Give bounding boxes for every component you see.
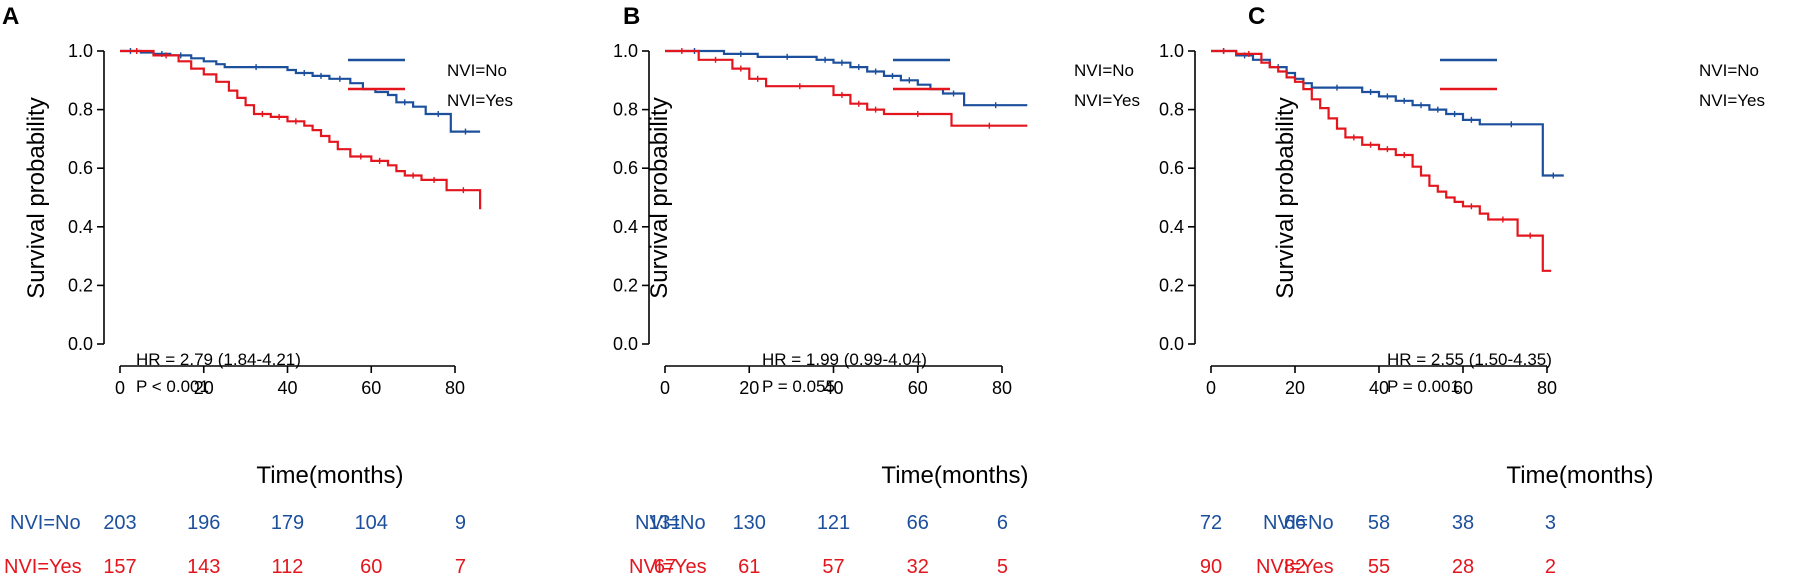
y-tick-label: 1.0: [613, 41, 638, 61]
risk-value-yes: 143: [187, 556, 220, 578]
risk-label-no: NVI=No: [1263, 512, 1334, 534]
risk-value-yes: 90: [1200, 556, 1222, 578]
legend-label-no: NVI=No: [1699, 61, 1759, 80]
x-tick-label: 20: [1285, 378, 1305, 398]
risk-label-yes: NVI=Yes: [4, 556, 82, 578]
y-tick-label: 0.6: [613, 158, 638, 178]
x-tick-label: 80: [1537, 378, 1557, 398]
km-curve-nvi-no: [1211, 49, 1564, 177]
risk-value-yes: 2: [1545, 556, 1556, 578]
x-axis-title: Time(months): [1506, 462, 1653, 489]
panel-letter-c: C: [1248, 3, 1265, 30]
risk-value-no: 3: [1545, 512, 1556, 534]
risk-value-no: 104: [355, 512, 388, 534]
risk-label-no: NVI=No: [10, 512, 81, 534]
p-value-annotation: P = 0.001: [1387, 377, 1460, 396]
risk-value-no: 66: [907, 512, 929, 534]
p-value-annotation: P < 0.001: [136, 377, 209, 396]
y-tick-label: 0.2: [1159, 275, 1184, 295]
y-axis-title: Survival probability: [23, 97, 50, 298]
y-tick-label: 0.8: [1159, 100, 1184, 120]
x-tick-label: 60: [361, 378, 381, 398]
x-tick-label: 60: [908, 378, 928, 398]
x-tick-label: 40: [277, 378, 297, 398]
risk-value-no: 72: [1200, 512, 1222, 534]
panel-letter-a: A: [2, 3, 19, 30]
x-tick-label: 80: [445, 378, 465, 398]
y-tick-label: 0.0: [68, 334, 93, 354]
y-tick-label: 0.8: [613, 100, 638, 120]
risk-value-no: 130: [733, 512, 766, 534]
y-tick-label: 0.8: [68, 100, 93, 120]
risk-value-yes: 55: [1368, 556, 1390, 578]
x-axis-title: Time(months): [881, 462, 1028, 489]
panel-a: A Survival probability Time(months) HR =…: [2, 3, 513, 578]
y-tick-label: 0.6: [68, 158, 93, 178]
x-tick-label: 40: [823, 378, 843, 398]
legend-label-yes: NVI=Yes: [1074, 91, 1140, 110]
y-tick-label: 0.0: [1159, 334, 1184, 354]
y-tick-label: 1.0: [68, 41, 93, 61]
y-tick-label: 0.6: [1159, 158, 1184, 178]
risk-value-yes: 157: [103, 556, 136, 578]
km-curve-nvi-no: [120, 49, 481, 133]
hr-annotation: HR = 2.79 (1.84-4.21): [136, 350, 301, 369]
y-tick-label: 1.0: [1159, 41, 1184, 61]
panel-b: B Survival probability Time(months) HR =…: [613, 3, 1140, 578]
x-tick-label: 40: [1369, 378, 1389, 398]
y-tick-label: 0.0: [613, 334, 638, 354]
risk-value-no: 6: [997, 512, 1008, 534]
risk-value-no: 131: [648, 512, 681, 534]
km-curve-nvi-yes: [665, 49, 1028, 127]
p-value-annotation: P = 0.055: [762, 377, 835, 396]
legend-label-yes: NVI=Yes: [1699, 91, 1765, 110]
risk-value-no: 9: [455, 512, 466, 534]
risk-value-yes: 112: [272, 556, 304, 578]
risk-value-yes: 32: [907, 556, 929, 578]
y-tick-label: 0.4: [613, 217, 638, 237]
y-axis-title: Survival probability: [646, 97, 673, 298]
x-tick-label: 0: [660, 378, 670, 398]
panel-c: C Survival probability Time(months) HR =…: [1159, 3, 1765, 578]
legend-label-no: NVI=No: [447, 61, 507, 80]
y-tick-label: 0.4: [68, 217, 93, 237]
km-curve-nvi-yes: [120, 49, 482, 210]
risk-label-yes: NVI=Yes: [1256, 556, 1334, 578]
x-tick-label: 80: [992, 378, 1012, 398]
risk-value-no: 66: [1284, 512, 1306, 534]
hr-annotation: HR = 1.99 (0.99-4.04): [762, 350, 927, 369]
risk-value-yes: 57: [822, 556, 844, 578]
risk-value-no: 203: [103, 512, 136, 534]
km-curve-nvi-yes: [1211, 49, 1552, 272]
risk-value-yes: 28: [1452, 556, 1474, 578]
hr-annotation: HR = 2.55 (1.50-4.35): [1387, 350, 1552, 369]
legend-label-no: NVI=No: [1074, 61, 1134, 80]
risk-value-yes: 5: [997, 556, 1008, 578]
risk-value-yes: 67: [654, 556, 676, 578]
risk-label-no: NVI=No: [635, 512, 706, 534]
y-tick-label: 0.2: [613, 275, 638, 295]
risk-label-yes: NVI=Yes: [629, 556, 707, 578]
risk-value-yes: 7: [455, 556, 466, 578]
risk-value-yes: 82: [1284, 556, 1306, 578]
y-tick-label: 0.4: [1159, 217, 1184, 237]
y-axis-title: Survival probability: [1272, 97, 1299, 298]
x-tick-label: 0: [1206, 378, 1216, 398]
risk-value-no: 58: [1368, 512, 1390, 534]
x-tick-label: 60: [1453, 378, 1473, 398]
x-tick-label: 20: [739, 378, 759, 398]
x-axis-title: Time(months): [256, 462, 403, 489]
risk-value-no: 38: [1452, 512, 1474, 534]
panel-letter-b: B: [623, 3, 640, 30]
risk-value-yes: 60: [360, 556, 382, 578]
risk-value-no: 196: [187, 512, 220, 534]
legend-label-yes: NVI=Yes: [447, 91, 513, 110]
x-tick-label: 20: [194, 378, 214, 398]
risk-value-yes: 61: [738, 556, 760, 578]
y-tick-label: 0.2: [68, 275, 93, 295]
risk-value-no: 179: [271, 512, 304, 534]
risk-value-no: 121: [817, 512, 850, 534]
x-tick-label: 0: [115, 378, 125, 398]
